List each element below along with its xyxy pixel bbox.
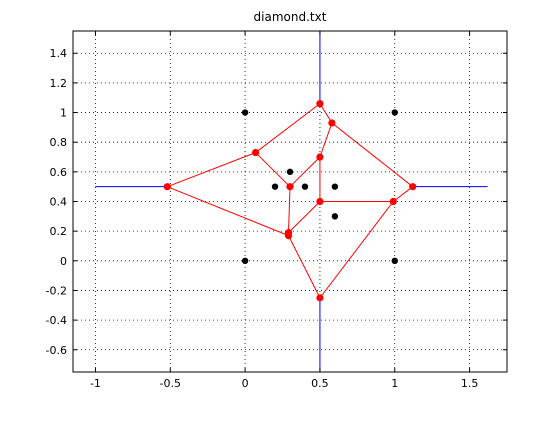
voronoi-vertex [328, 119, 336, 127]
voronoi-edge [319, 122, 333, 158]
data-point [241, 109, 249, 116]
data-point [241, 257, 249, 265]
y-tick-label: 0.6 [50, 166, 68, 179]
voronoi-edge [167, 186, 289, 237]
data-points [241, 109, 398, 265]
x-tick-label: 0.5 [311, 377, 329, 390]
voronoi-vertex [251, 148, 260, 157]
voronoi-vertex [316, 294, 324, 302]
voronoi-edges [167, 103, 414, 299]
voronoi-edge [288, 235, 321, 299]
voronoi-edge [392, 186, 414, 202]
voronoi-vertex [286, 183, 294, 191]
data-point [301, 183, 309, 190]
voronoi-edge [167, 152, 256, 188]
y-tick-label: -0.4 [46, 314, 67, 327]
voronoi-edge [288, 201, 321, 233]
y-tick-label: 0.8 [50, 136, 68, 149]
x-axis-ticks: -1 -0.5 0 0.5 1 1.5 [90, 31, 478, 390]
voronoi-edge [319, 201, 394, 299]
x-tick-label: 1.5 [461, 377, 479, 390]
voronoi-vertex [409, 183, 417, 191]
y-tick-label: -0.6 [46, 344, 67, 357]
voronoi-vertex [316, 153, 324, 161]
y-tick-label: 0.2 [50, 225, 68, 238]
voronoi-edge [331, 122, 414, 188]
voronoi-edge [288, 186, 291, 233]
data-point [391, 257, 398, 265]
y-tick-label: 1.2 [50, 77, 68, 90]
data-point [331, 183, 339, 190]
chart-title: diamond.txt [253, 10, 327, 24]
y-axis-ticks: -0.6 -0.4 -0.2 0 0.2 0.4 0.6 0.8 1 1.2 1.4 [46, 47, 507, 357]
y-tick-label: -0.2 [46, 284, 67, 297]
x-tick-label: -1 [90, 377, 101, 390]
x-tick-label: 1 [391, 377, 398, 390]
voronoi-edge [255, 152, 291, 188]
data-point [271, 183, 279, 190]
voronoi-edge [255, 103, 321, 153]
data-point [286, 168, 294, 176]
voronoi-vertex [284, 232, 293, 240]
y-tick-label: 1.4 [50, 47, 68, 60]
voronoi-vertex [389, 197, 397, 206]
voronoi-vertex [316, 100, 324, 108]
x-tick-label: 0 [242, 377, 249, 390]
y-tick-label: 1 [60, 107, 67, 120]
voronoi-edge [289, 156, 321, 188]
voronoi-vertex [316, 197, 324, 206]
voronoi-vertices [163, 100, 417, 302]
data-point [331, 213, 339, 220]
voronoi-edge [319, 103, 333, 124]
y-tick-label: 0.4 [50, 196, 68, 209]
y-tick-label: 0 [60, 255, 67, 268]
data-point [391, 109, 398, 116]
voronoi-vertex [163, 183, 171, 191]
x-tick-label: -0.5 [160, 377, 181, 390]
voronoi-rays [95, 31, 488, 372]
